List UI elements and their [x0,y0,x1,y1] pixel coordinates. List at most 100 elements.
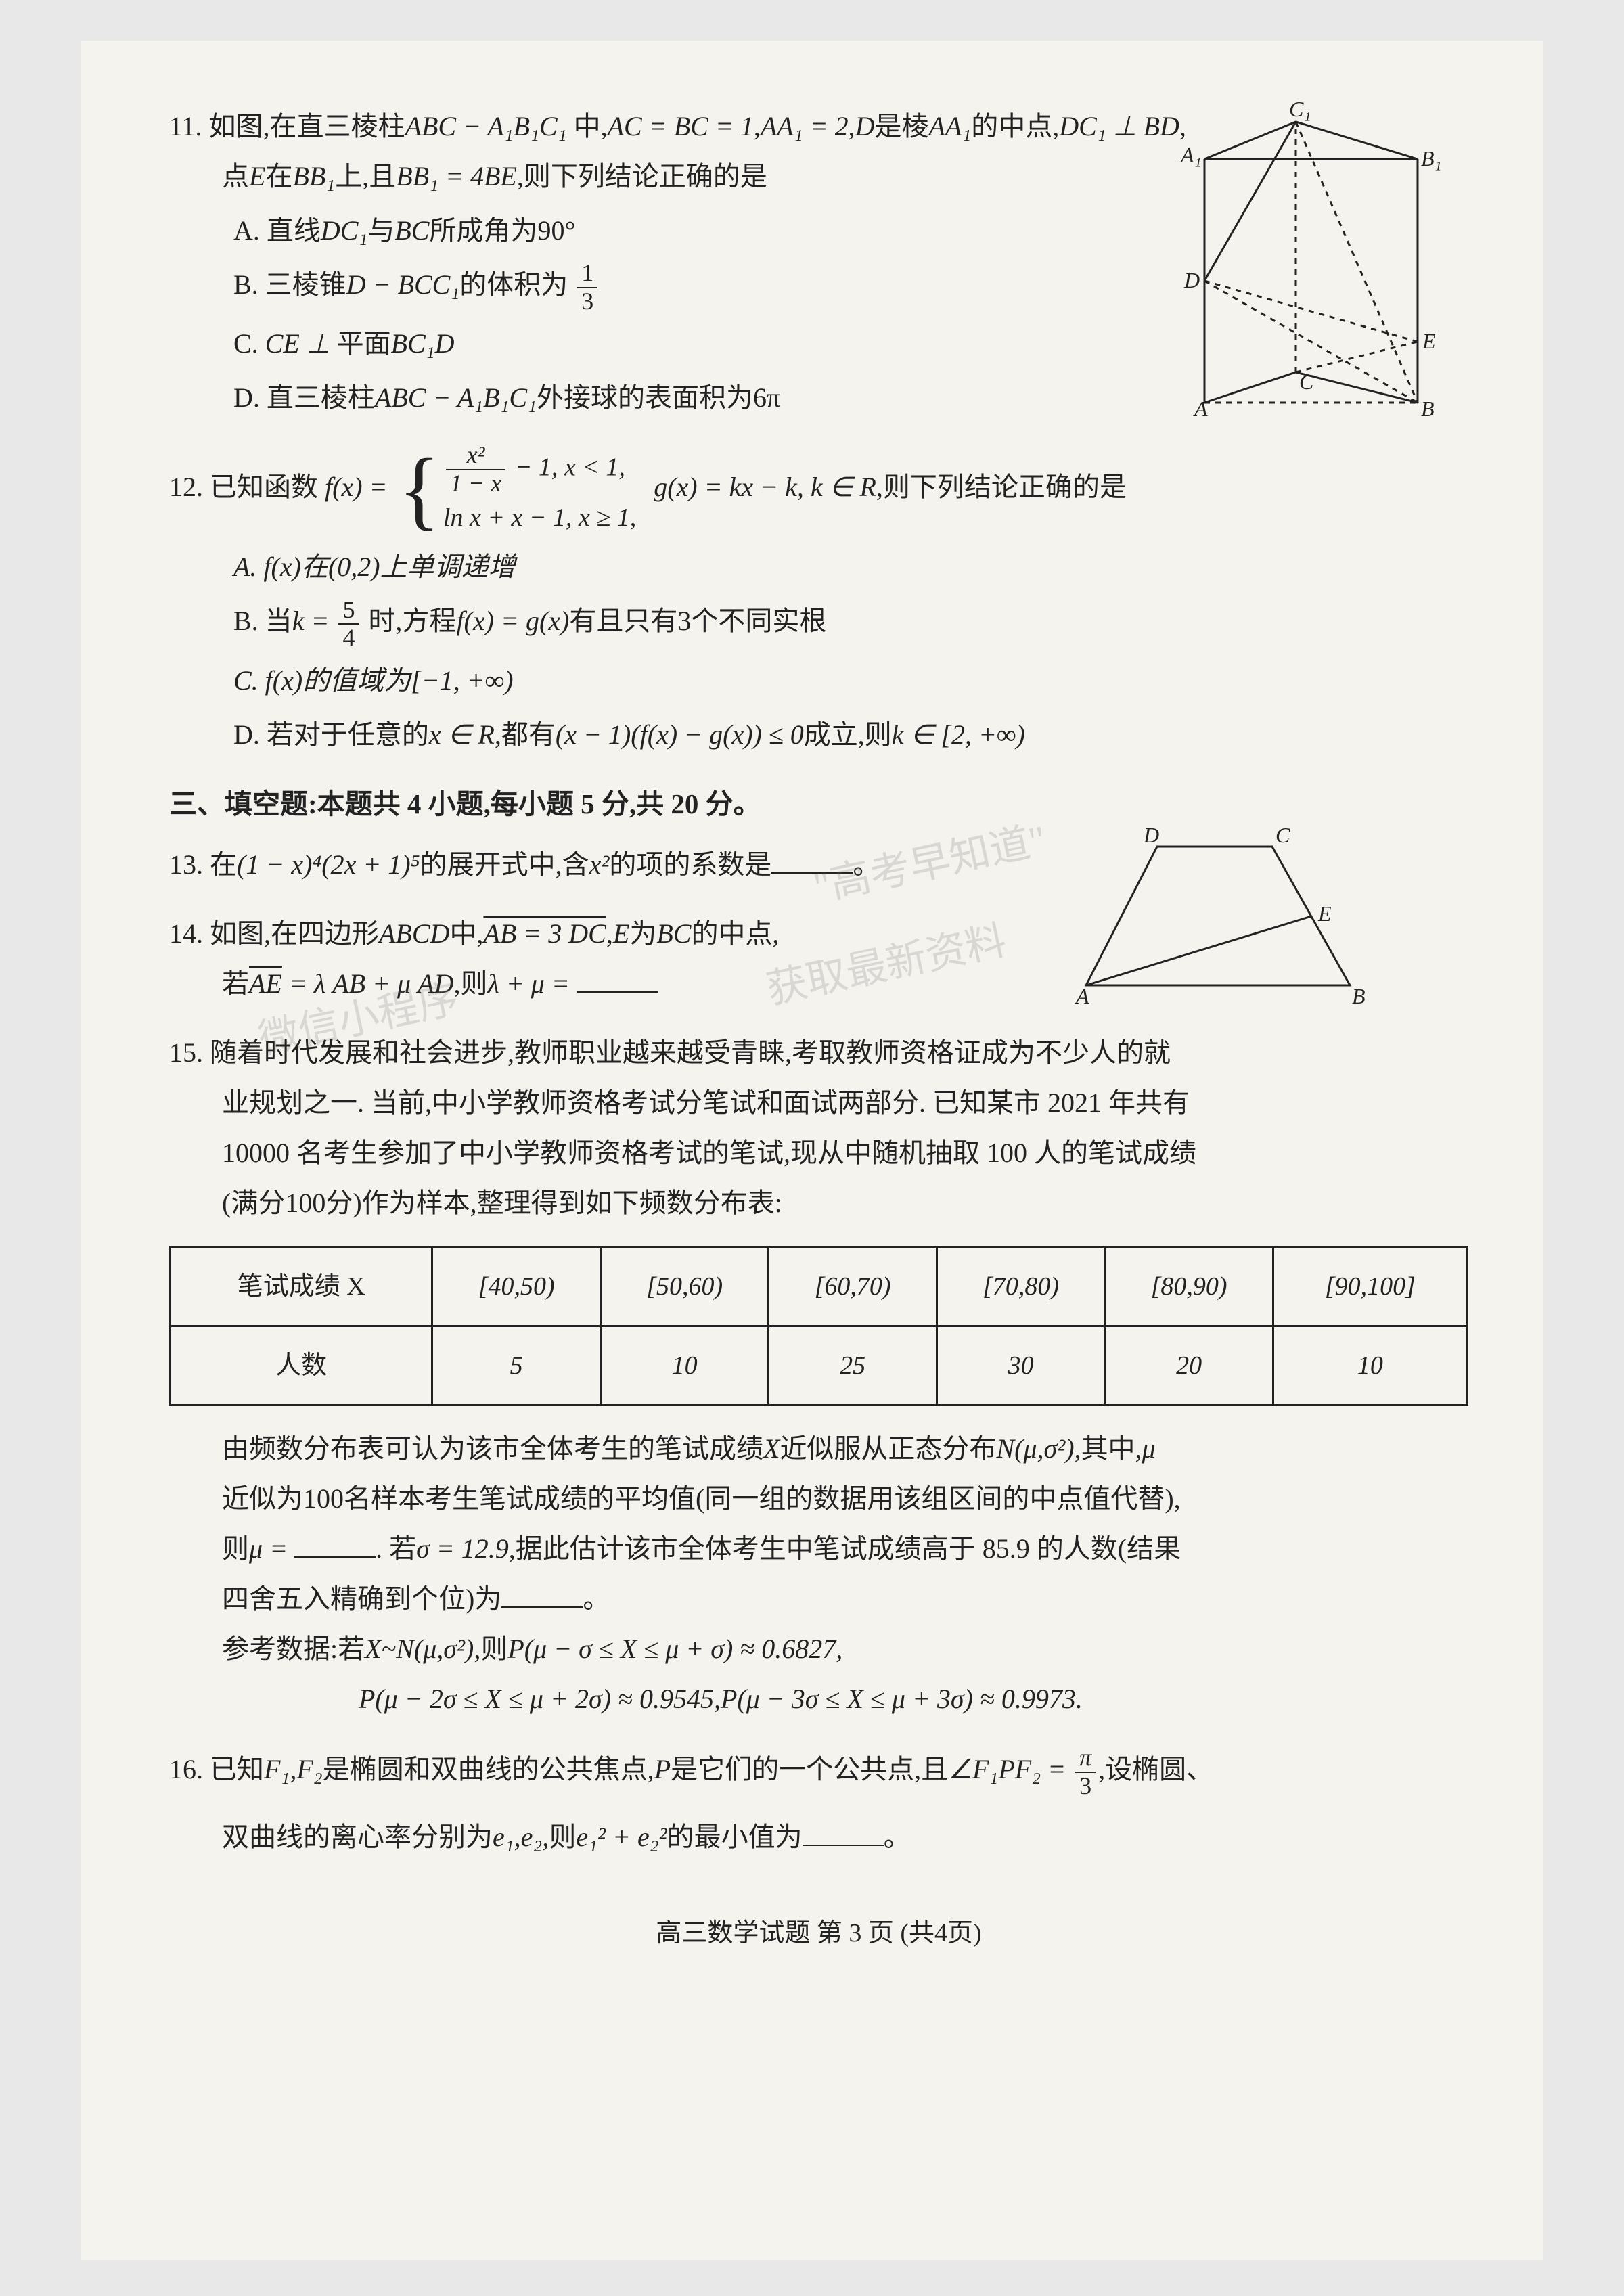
label-b1: B₁ [1421,146,1442,171]
math: BB₁ [292,161,335,192]
label-e: E [1317,901,1332,926]
text: 若 [222,968,249,999]
table-cell: 25 [769,1326,937,1405]
math: D − BCC₁ [346,269,460,300]
table-cell: 人数 [171,1326,432,1405]
text: B. 三棱锥 [233,269,346,300]
text: B. 当 [233,606,292,636]
text: ,据此估计该市全体考生中笔试成绩高于 85.9 的人数(结果 [509,1533,1181,1564]
blank [501,1585,583,1608]
math: ABC − A₁B₁C₁ [375,382,537,413]
math: k = [292,606,336,636]
math: D [855,111,875,141]
math: BC [656,918,691,949]
text: A. 直线 [233,215,321,246]
math: AC = BC = 1 [608,111,754,141]
text: ,设椭圆、 [1098,1754,1213,1784]
table-header: [70,80) [937,1246,1104,1326]
math: k ∈ [2, +∞) [892,719,1025,750]
math: e₁,e₂ [493,1822,542,1852]
text: 上,且 [335,161,396,192]
numerator: 5 [338,597,359,625]
label-a: A [1193,397,1208,420]
math: AA₁ = 2 [761,111,849,141]
text: 。 [853,849,880,880]
text: 在 [265,161,292,192]
math: E [613,918,629,949]
q12-option-d: D. 若对于任意的x ∈ R,都有(x − 1)(f(x) − g(x)) ≤ … [169,710,1468,760]
text: ,都有 [495,719,556,750]
text: , [754,111,761,141]
text: 双曲线的离心率分别为 [222,1822,493,1852]
label-b: B [1352,984,1366,1008]
text: ,则下列结论正确的是 [876,472,1127,503]
numerator: x² [446,442,505,470]
text: 由频数分布表可认为该市全体考生的笔试成绩 [222,1433,763,1464]
table-cell: 5 [432,1326,600,1405]
table-header: [60,70) [769,1246,937,1326]
text: 的中点, [691,918,779,949]
math: F₁,F₂ [264,1754,323,1784]
text: 则 [222,1533,249,1564]
text: 近似服从正态分布 [780,1433,996,1464]
table-header: 笔试成绩 X [171,1246,432,1326]
text: 中, [574,111,608,141]
table-header: [50,60) [600,1246,768,1326]
text: 四舍五入精确到个位)为 [222,1583,501,1614]
text: 13. 在 [169,849,237,880]
math: BC₁D [391,328,455,359]
text: ,则下列结论正确的是 [517,161,767,192]
math: f(x) = g(x) [456,606,569,636]
page-footer: 高三数学试题 第 3 页 (共4页) [169,1910,1468,1957]
q12-option-b: B. 当k = 54 时,方程f(x) = g(x)有且只有3个不同实根 [169,596,1468,651]
text: 时,方程 [368,606,456,636]
text: 的中点, [971,111,1059,141]
text: 平面 [330,328,391,359]
text: . 若 [376,1533,416,1564]
math: (x − 1)(f(x) − g(x)) ≤ 0 [556,719,804,750]
blank [577,970,658,993]
text: 点 [222,161,249,192]
text: 所成角为90° [430,215,576,246]
text: 为 [629,918,656,949]
math: μ = [249,1533,294,1564]
question-11: 11. 如图,在直三棱柱ABC − A₁B₁C₁ 中,AC = BC = 1,A… [169,102,1468,423]
text: , [849,111,855,141]
fraction: 13 [577,260,597,315]
denominator: 1 − x [446,470,505,497]
text: 12. 已知函数 [169,472,318,503]
math: g(x) = kx − k, k ∈ R [654,472,876,503]
math: P(μ − 2σ ≤ X ≤ μ + 2σ) ≈ 0.9545, [359,1684,721,1714]
table-cell: 10 [1273,1326,1467,1405]
math: e₁² + e₂² [576,1822,667,1852]
numerator: π [1075,1744,1096,1773]
math: ∠F₁PF₂ = [948,1754,1073,1784]
label-c: C [1276,823,1290,847]
label-b: B [1421,397,1435,420]
text: 是椭圆和双曲线的公共焦点, [323,1754,654,1784]
text: ,其中, [1075,1433,1142,1464]
table-row: 人数 5 10 25 30 20 10 [171,1326,1468,1405]
brace-icon: { [399,455,441,525]
label-d: D [1143,823,1159,847]
text: 11. 如图,在直三棱柱 [169,111,405,141]
math: ABC − A₁B₁C₁ [405,111,567,141]
math: CE ⊥ [265,328,330,359]
q13-14-block: 13. 在(1 − x)⁴(2x + 1)⁵的展开式中,含x²的项的系数是。 1… [169,840,1468,1009]
math: E [249,161,265,192]
text: 参考数据:若 [222,1634,365,1664]
text: 的体积为 [459,269,568,300]
text: 的最小值为 [667,1822,803,1852]
math: = λ AB + μ AD [282,968,454,999]
math: X~N(μ,σ²) [365,1634,474,1664]
math: μ [1142,1433,1156,1464]
math: x² [589,849,610,880]
math: ABCD [379,918,449,949]
math: P [654,1754,671,1784]
piecewise: { x²1 − x − 1, x < 1, ln x + x − 1, x ≥ … [399,442,637,538]
math: DC₁ ⊥ BD [1059,111,1179,141]
text: 16. 已知 [169,1754,264,1784]
blank [771,851,853,874]
math: BB₁ = 4BE [396,161,517,192]
label-c1: C₁ [1289,102,1311,121]
